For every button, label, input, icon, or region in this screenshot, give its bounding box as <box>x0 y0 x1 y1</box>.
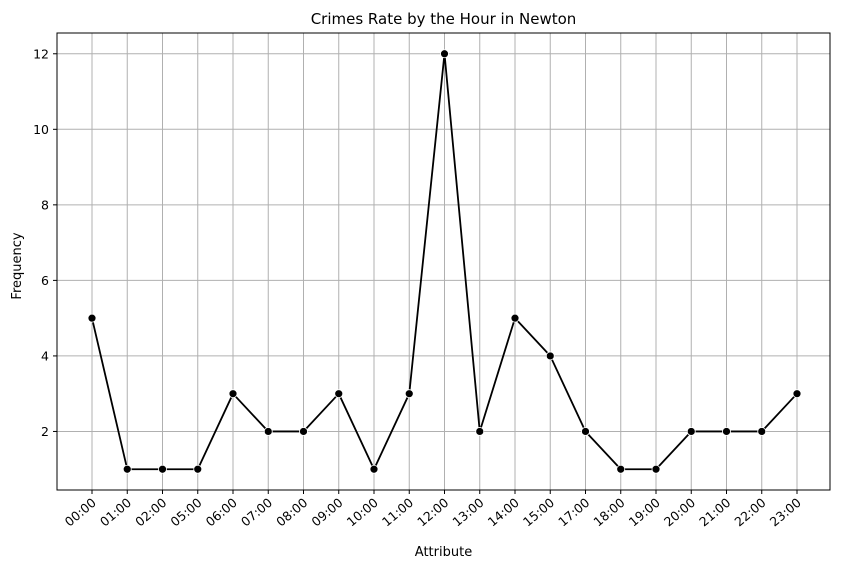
x-tick-label: 08:00 <box>273 495 310 530</box>
x-tick-label: 12:00 <box>414 495 451 530</box>
data-point <box>616 464 626 474</box>
y-axis-ticks: 2 4 6 8 10 12 <box>33 46 57 439</box>
x-tick-label: 21:00 <box>696 495 733 530</box>
y-tick-label: 12 <box>33 46 49 61</box>
x-tick-label: 15:00 <box>520 495 557 530</box>
x-tick-label: 06:00 <box>203 495 240 530</box>
data-point <box>299 427 308 436</box>
data-point <box>581 427 590 436</box>
data-point <box>510 313 520 323</box>
data-point <box>228 389 238 399</box>
data-point <box>757 427 767 436</box>
data-point <box>87 313 97 323</box>
x-tick-label: 01:00 <box>97 495 134 530</box>
plot-frame <box>56 32 831 491</box>
data-point <box>440 49 449 59</box>
x-tick-label: 19:00 <box>626 495 663 530</box>
data-point <box>158 464 167 474</box>
data-point <box>792 389 802 399</box>
data-point <box>334 389 344 399</box>
x-tick-label: 07:00 <box>238 495 275 530</box>
x-tick-label: 14:00 <box>485 495 522 530</box>
x-tick-label: 17:00 <box>555 495 592 530</box>
y-tick-label: 6 <box>41 273 49 288</box>
x-tick-label: 13:00 <box>449 495 486 530</box>
data-series <box>87 49 802 474</box>
x-tick-label: 02:00 <box>132 495 169 530</box>
x-tick-label: 10:00 <box>344 495 381 530</box>
x-tick-label: 05:00 <box>167 495 204 530</box>
y-axis-label: Frequency <box>10 232 25 299</box>
data-point <box>404 389 414 399</box>
x-tick-label: 00:00 <box>62 495 99 530</box>
y-tick-label: 2 <box>41 424 49 439</box>
data-point <box>686 427 696 436</box>
x-tick-label: 23:00 <box>767 495 804 530</box>
x-tick-label: 22:00 <box>731 495 768 530</box>
x-tick-label: 20:00 <box>661 495 698 530</box>
data-point <box>545 351 555 361</box>
data-point <box>369 464 379 474</box>
data-point <box>193 464 203 474</box>
y-tick-label: 8 <box>41 197 49 212</box>
x-tick-label: 11:00 <box>379 495 416 530</box>
x-axis-label: Attribute <box>415 545 472 560</box>
data-point <box>263 427 273 436</box>
data-point <box>122 464 132 474</box>
data-point <box>722 427 731 436</box>
x-tick-label: 18:00 <box>590 495 627 530</box>
chart-title: Crimes Rate by the Hour in Newton <box>311 10 577 28</box>
y-tick-label: 10 <box>33 122 49 137</box>
data-point <box>651 464 661 474</box>
x-tick-label: 09:00 <box>308 495 345 530</box>
grid-lines <box>57 33 830 490</box>
y-tick-label: 4 <box>41 348 49 363</box>
x-axis-ticks: 00:0001:0002:0005:0006:0007:0008:0009:00… <box>62 490 804 529</box>
data-point <box>475 427 485 436</box>
